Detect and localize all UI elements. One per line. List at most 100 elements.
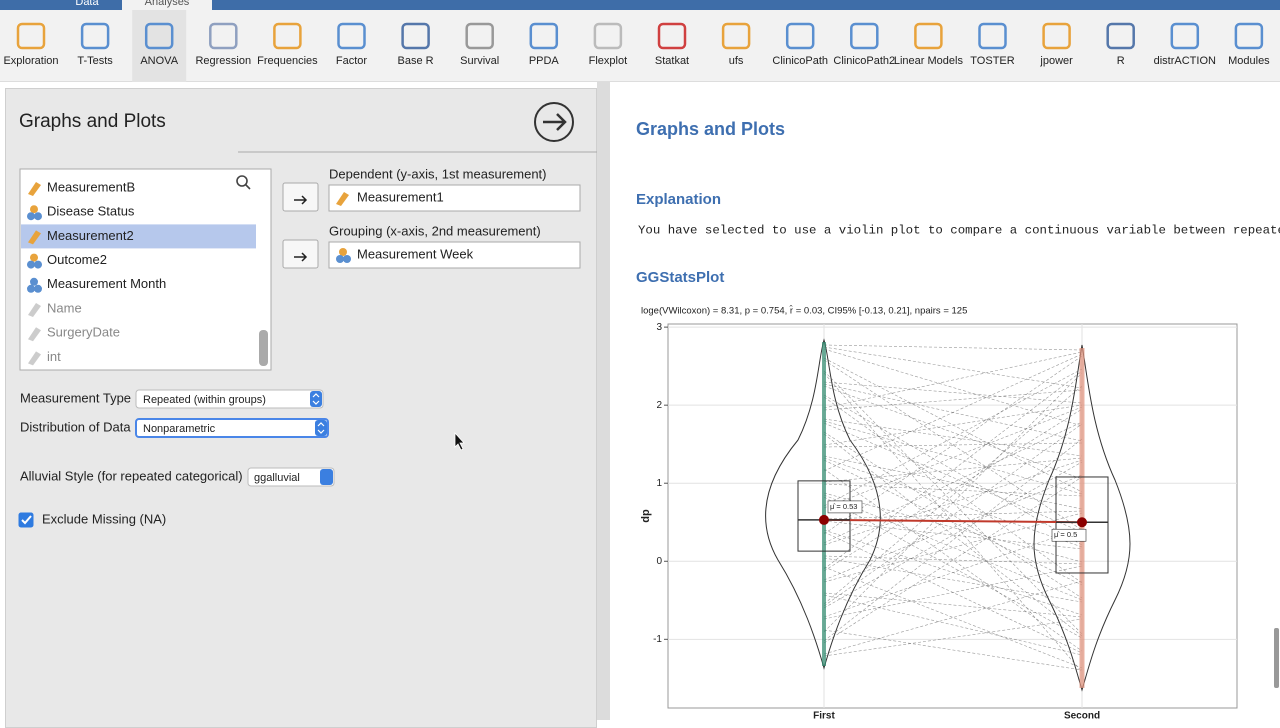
variable-icon	[339, 248, 347, 256]
dropdown[interactable]	[135, 418, 329, 438]
variable-item[interactable]: SurgeryDate	[47, 325, 120, 340]
assign-button[interactable]	[282, 239, 319, 269]
toolbar-label[interactable]: Frequencies	[257, 55, 318, 67]
toolbar-icon[interactable]	[337, 22, 366, 50]
dropdown[interactable]	[247, 467, 335, 487]
variable-item[interactable]: Disease Status	[47, 204, 135, 219]
variable-item[interactable]: int	[47, 349, 61, 364]
y-tick-label: 1	[656, 478, 662, 489]
dropdown[interactable]	[135, 389, 324, 409]
toolbar-label[interactable]: TOSTER	[970, 55, 1014, 67]
median-label: μ̂ = 0.5	[1054, 530, 1077, 539]
toolbar-icon[interactable]	[401, 22, 430, 50]
toolbar-icon[interactable]	[1042, 22, 1071, 50]
toolbar-label[interactable]: T-Tests	[77, 55, 113, 67]
paired-line	[823, 422, 1083, 533]
toolbar-icon[interactable]	[273, 22, 302, 50]
option-label: Alluvial Style (for repeated categorical…	[20, 468, 243, 483]
paired-line	[823, 474, 1083, 581]
toolbar-icon[interactable]	[785, 22, 815, 50]
selected-row	[21, 224, 256, 249]
dropdown-arrows	[312, 393, 320, 405]
toolbar-label[interactable]: ClinicoPath2	[833, 55, 895, 67]
variable-icon	[34, 260, 42, 269]
toolbar-label[interactable]: jpower	[1039, 55, 1073, 67]
tab[interactable]: Analyses	[145, 0, 190, 8]
y-tick-label: -1	[653, 634, 662, 645]
toolbar-label[interactable]: Survival	[460, 55, 499, 67]
paired-line	[823, 404, 1083, 446]
checkbox[interactable]	[18, 512, 34, 528]
box	[1055, 476, 1109, 574]
toolbar-label[interactable]: R	[1117, 55, 1125, 67]
dropdown-stepper	[310, 391, 322, 407]
variable-icon	[30, 205, 38, 214]
paired-line	[823, 431, 1083, 599]
toolbar-icon[interactable]	[657, 22, 687, 50]
toolbar-icon[interactable]	[1234, 22, 1264, 50]
x-tick-label: First	[813, 711, 835, 720]
toolbar-label[interactable]: PPDA	[529, 55, 560, 67]
target-item[interactable]: Measurement1	[357, 189, 444, 204]
toolbar-icon[interactable]	[16, 22, 46, 50]
assign-button[interactable]	[282, 182, 319, 212]
median-label: μ̂ = 0.53	[830, 502, 857, 511]
toolbar-icon[interactable]	[721, 22, 751, 50]
target-item[interactable]: Measurement Week	[357, 246, 474, 261]
variable-list	[19, 168, 272, 371]
paired-line	[823, 557, 1083, 603]
mouse-cursor	[454, 431, 465, 451]
option-label: Measurement Type	[20, 390, 131, 405]
assign-arrow	[294, 252, 308, 262]
variable-item[interactable]: Measurement2	[47, 228, 134, 243]
toolbar-icon[interactable]	[593, 22, 623, 50]
variable-item[interactable]: Outcome2	[47, 252, 107, 267]
target-box	[328, 241, 581, 269]
run-button[interactable]	[534, 102, 574, 142]
toolbar-icon[interactable]	[80, 22, 110, 50]
toolbar-label[interactable]: Modules	[1228, 55, 1270, 67]
tab[interactable]: Data	[75, 0, 99, 8]
toolbar-label[interactable]: ANOVA	[140, 55, 178, 67]
dropdown-value: Repeated (within groups)	[143, 394, 266, 406]
paired-line	[823, 512, 1083, 583]
variable-item[interactable]: MeasurementB	[47, 179, 135, 194]
toolbar-icon[interactable]	[1170, 22, 1200, 50]
toolbar-label[interactable]: Base R	[398, 55, 434, 67]
tab-strip	[0, 0, 1280, 10]
variable-icon	[34, 284, 42, 293]
variable-item[interactable]: Name	[47, 300, 82, 315]
paired-line	[823, 421, 1083, 544]
paired-line	[823, 494, 1083, 601]
toolbar-label[interactable]: Exploration	[3, 55, 58, 67]
toolbar-icon[interactable]	[209, 22, 238, 50]
toolbar-label[interactable]: ClinicoPath	[772, 55, 828, 67]
toolbar-icon[interactable]	[850, 22, 879, 50]
variable-icon	[336, 192, 349, 206]
search-icon[interactable]	[236, 175, 248, 187]
variable-item[interactable]: Measurement Month	[47, 276, 166, 291]
toolbar-label[interactable]: Factor	[336, 55, 368, 67]
toolbar-label[interactable]: distrACTION	[1154, 55, 1216, 67]
toolbar-label[interactable]: ufs	[729, 55, 744, 67]
toolbar-icon[interactable]	[144, 22, 174, 50]
toolbar-icon[interactable]	[1106, 22, 1135, 50]
toolbar-icon[interactable]	[978, 22, 1007, 50]
variable-icon	[28, 327, 41, 342]
y-tick-label: 2	[656, 400, 662, 411]
paired-line	[823, 408, 1083, 572]
toolbar-label[interactable]: Statkat	[655, 55, 689, 67]
explanation-text: You have selected to use a violin plot t…	[638, 223, 1280, 237]
toolbar-icon[interactable]	[465, 22, 494, 50]
toolbar-label[interactable]: Linear Models	[894, 55, 964, 67]
plot-subtitle: loge(VWilcoxon) = 8.31, p = 0.754, r̂ = …	[641, 305, 967, 317]
toolbar-icon[interactable]	[914, 22, 943, 50]
toolbar-icon[interactable]	[529, 22, 559, 50]
toolbar-label[interactable]: Regression	[195, 55, 251, 67]
paired-line	[823, 461, 1083, 609]
variable-icon	[28, 182, 41, 196]
target-label: Grouping (x-axis, 2nd measurement)	[329, 223, 541, 238]
toolbar-label[interactable]: Flexplot	[589, 55, 628, 67]
dropdown-value: Nonparametric	[143, 423, 216, 435]
